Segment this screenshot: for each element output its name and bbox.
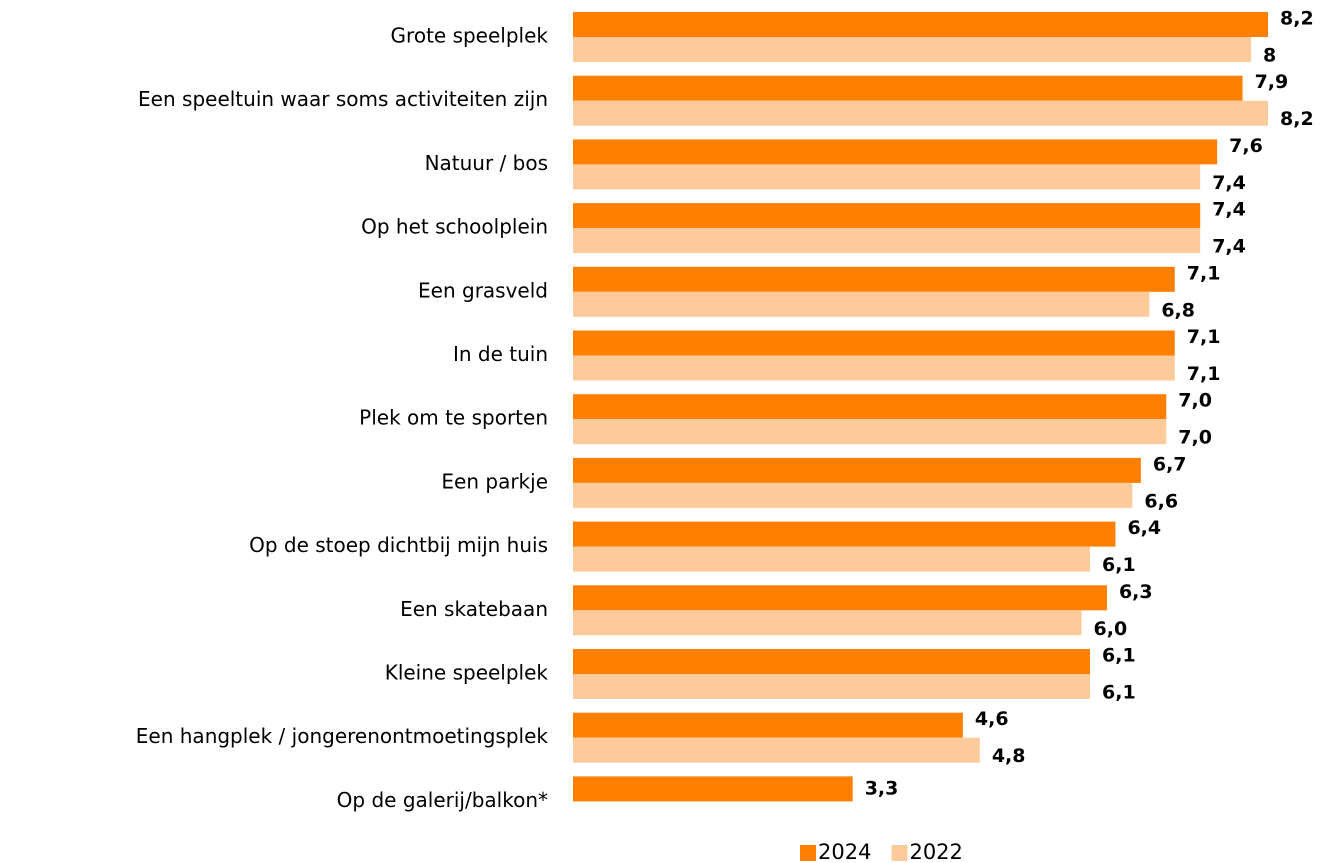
bar: [573, 585, 1107, 611]
category-label: Een parkje: [441, 469, 548, 493]
category-label: In de tuin: [453, 342, 548, 366]
value-label: 7,6: [1229, 135, 1263, 157]
bar: [573, 546, 1091, 572]
value-label: 7,1: [1187, 262, 1221, 284]
category-label: Kleine speelplek: [385, 661, 549, 685]
value-label: 6,1: [1102, 645, 1136, 667]
legend-label: 2024: [818, 840, 871, 863]
value-label: 8: [1263, 45, 1276, 67]
value-label: 6,4: [1127, 517, 1161, 539]
value-label: 7,0: [1178, 390, 1212, 412]
bar: [573, 203, 1201, 229]
category-label: Een speeltuin waar soms activiteiten zij…: [138, 87, 548, 111]
bar: [573, 75, 1243, 101]
bar: [573, 37, 1252, 62]
bar: [573, 164, 1201, 190]
bar: [573, 291, 1150, 317]
value-label: 6,7: [1153, 453, 1187, 475]
category-label: Een grasveld: [418, 278, 548, 302]
value-label: 7,0: [1178, 427, 1212, 449]
value-label: 8,2: [1280, 108, 1314, 130]
category-label: Op het schoolplein: [361, 215, 548, 239]
legend-swatch: [891, 845, 908, 861]
value-label: 7,1: [1187, 326, 1221, 348]
bar: [573, 674, 1091, 699]
value-label: 8,2: [1280, 8, 1314, 30]
bar: [573, 712, 963, 738]
bar: [573, 737, 980, 763]
bar: [573, 419, 1167, 445]
bar: [573, 610, 1082, 636]
value-label: 6,6: [1144, 490, 1178, 512]
value-label: 4,8: [992, 745, 1026, 767]
value-label: 7,4: [1212, 236, 1246, 258]
bar: [573, 482, 1133, 508]
bar: [573, 100, 1268, 126]
value-label: 6,8: [1161, 299, 1195, 321]
bar: [573, 394, 1167, 420]
value-label: 6,1: [1102, 682, 1136, 704]
value-label: 6,3: [1119, 581, 1153, 603]
category-label: Grote speelplek: [391, 24, 549, 48]
bar: [573, 330, 1175, 356]
value-label: 3,3: [865, 777, 899, 799]
bar: [573, 139, 1218, 165]
bar: [573, 355, 1175, 381]
value-label: 6,1: [1102, 554, 1136, 576]
value-label: 7,1: [1187, 363, 1221, 385]
category-label: Een skatebaan: [400, 597, 548, 621]
category-label: Natuur / bos: [425, 151, 548, 175]
category-label: Een hangplek / jongerenontmoetingsplek: [136, 724, 549, 748]
bar: [573, 457, 1141, 483]
bar: [573, 266, 1175, 292]
value-label: 7,9: [1255, 71, 1289, 93]
bar: [573, 228, 1201, 254]
value-label: 7,4: [1212, 172, 1246, 194]
bar: [573, 776, 853, 802]
category-label: Plek om te sporten: [359, 406, 548, 430]
value-label: 7,4: [1212, 199, 1246, 221]
legend-swatch: [800, 845, 816, 861]
value-label: 6,0: [1094, 618, 1128, 640]
category-label: Op de stoep dichtbij mijn huis: [249, 533, 548, 557]
category-label: Op de galerij/balkon*: [337, 788, 548, 812]
legend-label: 2022: [909, 840, 962, 863]
bar: [573, 12, 1268, 37]
bar: [573, 649, 1091, 674]
value-label: 4,6: [975, 708, 1009, 730]
bar: [573, 521, 1116, 547]
